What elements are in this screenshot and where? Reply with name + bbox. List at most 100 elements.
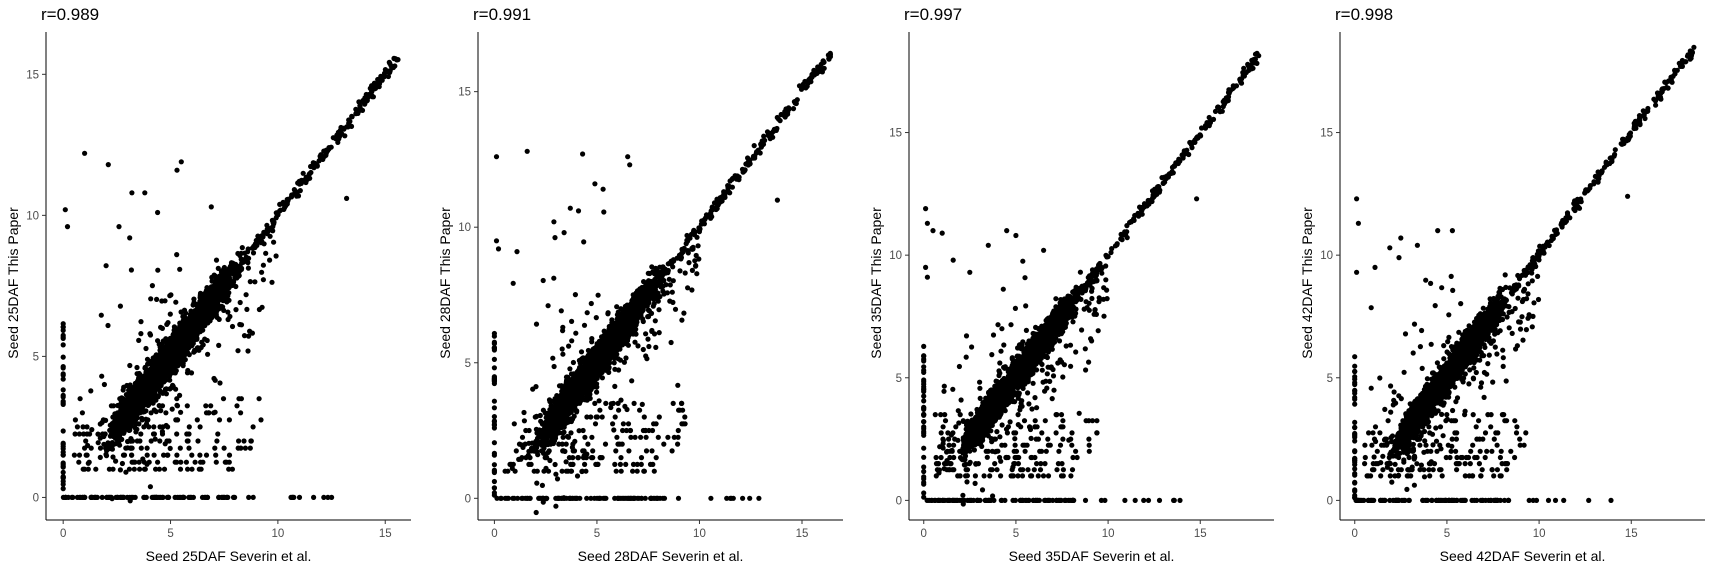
data-point bbox=[164, 368, 170, 374]
data-point bbox=[139, 400, 145, 406]
data-point bbox=[101, 381, 107, 388]
data-point bbox=[121, 418, 127, 424]
data-point bbox=[127, 494, 133, 500]
data-point bbox=[571, 413, 577, 419]
data-point bbox=[236, 396, 242, 402]
data-point bbox=[226, 452, 233, 458]
data-point bbox=[235, 250, 241, 257]
data-point bbox=[117, 467, 123, 473]
data-point bbox=[296, 181, 303, 187]
data-point bbox=[116, 435, 122, 441]
data-point bbox=[212, 302, 218, 308]
data-point bbox=[60, 387, 66, 393]
data-point bbox=[226, 279, 232, 285]
data-point bbox=[151, 452, 157, 458]
data-point bbox=[148, 384, 154, 390]
data-point bbox=[158, 383, 164, 389]
data-point bbox=[95, 440, 101, 446]
data-point bbox=[155, 459, 161, 465]
data-point bbox=[138, 319, 144, 325]
data-point bbox=[141, 494, 148, 500]
data-point bbox=[155, 267, 161, 273]
data-point bbox=[159, 431, 166, 437]
data-point bbox=[64, 224, 71, 230]
data-point bbox=[235, 269, 241, 275]
data-point bbox=[158, 408, 164, 414]
data-point bbox=[297, 188, 303, 194]
data-point bbox=[194, 417, 200, 423]
data-point bbox=[83, 452, 89, 458]
data-point bbox=[76, 459, 82, 465]
data-point bbox=[250, 250, 257, 256]
data-point bbox=[170, 383, 176, 389]
data-point bbox=[94, 494, 100, 500]
data-point bbox=[121, 384, 127, 390]
data-point bbox=[126, 418, 132, 424]
panel-title: r=0.991 bbox=[473, 5, 531, 24]
data-point bbox=[133, 429, 139, 435]
data-point bbox=[213, 452, 219, 458]
data-point bbox=[154, 296, 160, 302]
data-point bbox=[289, 192, 295, 198]
data-point bbox=[60, 371, 66, 377]
data-point bbox=[216, 494, 222, 500]
data-point bbox=[93, 466, 99, 472]
data-point bbox=[60, 327, 66, 333]
data-point bbox=[270, 228, 276, 234]
y-tick-label: 10 bbox=[26, 210, 39, 222]
data-point bbox=[197, 452, 203, 458]
data-point bbox=[83, 438, 89, 444]
data-point bbox=[252, 244, 258, 251]
data-point bbox=[204, 494, 211, 500]
data-point bbox=[203, 452, 210, 458]
data-point bbox=[204, 337, 210, 344]
data-point bbox=[82, 466, 88, 472]
data-point bbox=[97, 445, 104, 451]
data-point bbox=[174, 417, 180, 423]
data-point bbox=[88, 445, 94, 451]
data-point bbox=[260, 262, 266, 268]
data-point bbox=[190, 341, 196, 347]
data-point bbox=[195, 319, 201, 325]
data-point bbox=[208, 204, 214, 210]
data-point bbox=[245, 265, 251, 271]
data-point bbox=[203, 410, 210, 416]
data-point bbox=[184, 431, 190, 437]
data-point bbox=[205, 351, 211, 357]
data-point bbox=[256, 306, 262, 313]
data-point bbox=[151, 431, 157, 437]
panel-title: r=0.989 bbox=[41, 5, 99, 24]
data-point bbox=[161, 466, 168, 472]
data-point bbox=[224, 275, 230, 281]
data-point bbox=[155, 338, 161, 344]
data-point bbox=[134, 364, 140, 371]
data-point bbox=[369, 83, 375, 89]
data-point bbox=[105, 162, 111, 168]
data-point bbox=[247, 445, 253, 451]
data-point bbox=[60, 460, 66, 466]
data-point bbox=[220, 298, 226, 304]
data-point bbox=[128, 396, 134, 402]
data-point bbox=[190, 302, 196, 308]
data-point bbox=[200, 459, 206, 465]
data-point bbox=[217, 380, 223, 386]
data-point bbox=[248, 438, 254, 444]
data-point bbox=[131, 466, 137, 472]
data-point bbox=[197, 424, 203, 430]
data-point bbox=[129, 452, 135, 458]
data-point bbox=[192, 459, 198, 465]
data-point bbox=[200, 327, 206, 333]
data-point bbox=[214, 438, 220, 444]
data-point bbox=[314, 162, 320, 168]
data-point bbox=[242, 445, 248, 451]
data-point bbox=[277, 201, 283, 207]
data-point bbox=[166, 374, 172, 380]
data-point bbox=[146, 424, 152, 430]
data-point bbox=[114, 410, 121, 416]
data-point bbox=[86, 459, 92, 465]
data-point bbox=[146, 402, 152, 408]
y-axis-title: Seed 25DAF This Paper bbox=[5, 207, 21, 359]
data-point bbox=[136, 459, 142, 465]
